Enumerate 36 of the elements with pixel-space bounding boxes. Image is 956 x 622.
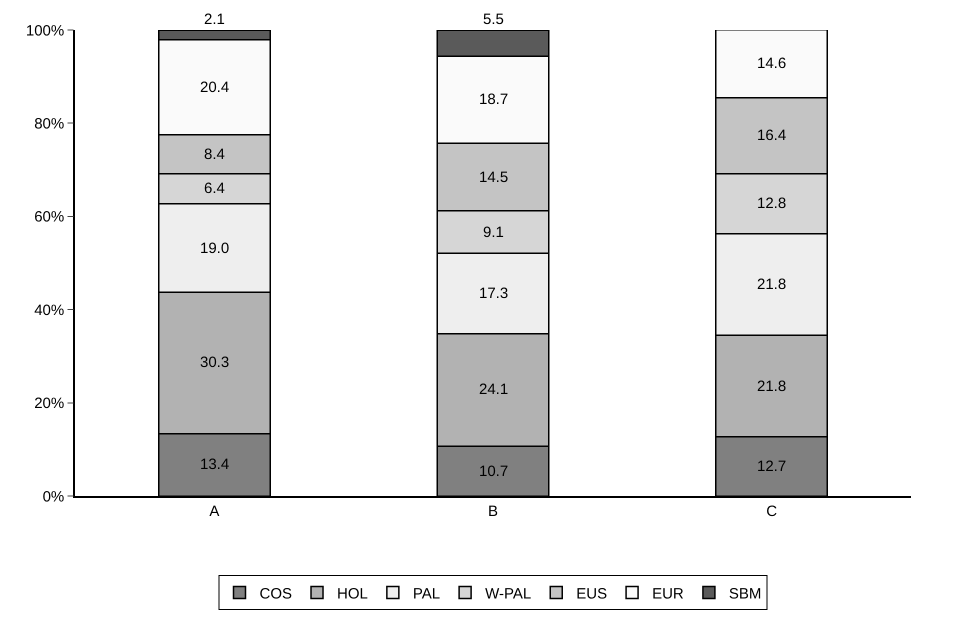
data-label: 8.4 xyxy=(204,146,225,163)
data-label: 12.8 xyxy=(757,195,786,212)
legend-label: EUS xyxy=(576,585,608,602)
y-tick-label: 20% xyxy=(34,395,64,412)
data-label: 24.1 xyxy=(479,381,508,398)
data-label: 14.6 xyxy=(757,55,786,72)
data-label: 13.4 xyxy=(200,456,230,473)
y-tick-label: 40% xyxy=(34,302,64,319)
data-label: 16.4 xyxy=(757,127,786,144)
data-label: 20.4 xyxy=(200,79,230,96)
legend-label: HOL xyxy=(337,585,368,602)
y-tick-label: 100% xyxy=(26,22,64,40)
data-label: 30.3 xyxy=(200,354,230,371)
data-label: 9.1 xyxy=(483,224,504,241)
data-label: 5.5 xyxy=(483,11,504,28)
legend-label: PAL xyxy=(412,585,440,602)
legend-label: COS xyxy=(260,585,292,602)
legend-label: EUR xyxy=(652,585,684,602)
legend-label: SBM xyxy=(728,585,762,602)
x-tick-label: C xyxy=(766,502,778,520)
data-label: 21.8 xyxy=(757,378,786,395)
y-tick-label: 80% xyxy=(34,115,64,132)
data-label: 12.7 xyxy=(757,458,786,475)
legend-label: W-PAL xyxy=(485,585,532,602)
y-tick-label: 60% xyxy=(34,208,64,226)
x-tick-label: B xyxy=(488,502,498,520)
data-label: 18.7 xyxy=(479,91,508,108)
data-label: 2.1 xyxy=(204,11,225,28)
data-label: 19.0 xyxy=(200,240,230,257)
data-label: 14.5 xyxy=(479,169,508,186)
data-label: 6.4 xyxy=(204,180,225,197)
data-label: 10.7 xyxy=(479,463,508,480)
y-tick-label: 0% xyxy=(42,488,64,506)
data-label: 21.8 xyxy=(757,276,786,293)
data-label: 17.3 xyxy=(479,285,508,302)
x-tick-label: A xyxy=(209,502,220,520)
